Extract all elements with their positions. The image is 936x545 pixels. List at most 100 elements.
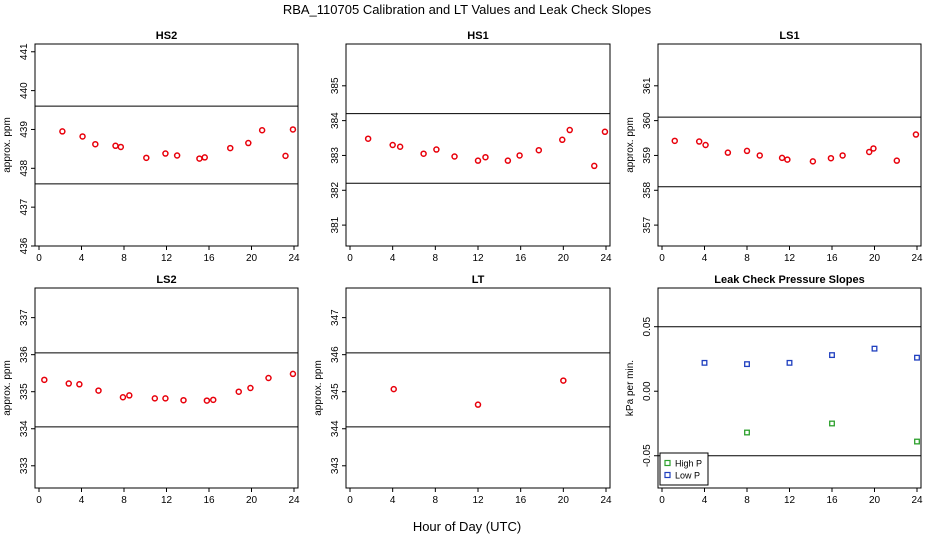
y-tick-label: 343 [330,457,341,474]
data-point [162,150,169,157]
x-tick-label: 24 [911,495,923,506]
data-point [559,136,566,144]
data-point [724,149,732,156]
data-point [203,397,211,404]
legend-label-low-p: Low P [675,471,700,481]
x-tick-label: 8 [744,495,750,506]
y-tick-label: 358 [642,181,653,198]
y-tick-label: 436 [19,237,30,254]
x-tick-label: 12 [161,495,173,506]
data-point [474,401,482,408]
data-point [809,158,817,165]
plot-frame [34,43,299,247]
panel-title: LS1 [779,30,799,42]
data-point [173,152,181,159]
data-point [227,144,234,152]
data-point [560,377,567,384]
x-tick-label: 0 [36,253,42,264]
data-point-low-p [786,359,793,366]
x-tick-label: 0 [347,253,353,264]
data-point [95,387,102,394]
y-tick-label: 441 [19,43,30,60]
panel-hs2: HS2 approx. ppm 0 4 8 12 16 20 24 436 437 438 439 440… [2,30,300,264]
y-tick-label: 359 [642,147,653,164]
data-point [126,392,133,399]
x-tick-label: 16 [826,495,838,506]
x-tick-label: 16 [826,253,838,264]
data-point [893,157,901,164]
x-tick-label: 8 [744,253,750,264]
x-tick-label: 16 [203,253,215,264]
data-point [474,157,482,164]
data-point [702,141,709,149]
data-point [151,395,159,402]
x-tick-label: 0 [36,495,42,506]
legend-marker-high-p [664,459,671,467]
x-tick-label: 12 [784,253,796,264]
y-tick-label: 335 [19,383,30,400]
data-point [210,396,217,404]
data-point-low-p [701,359,708,366]
data-point [117,143,125,151]
y-tick-label: 345 [330,383,341,400]
y-tick-label: 440 [19,82,30,99]
x-tick-label: 16 [515,253,527,264]
y-tick-label: 385 [330,77,341,94]
data-point [265,374,272,382]
y-tick-label: 357 [642,216,653,233]
data-point [870,145,877,152]
data-point [396,143,404,150]
data-point [390,385,397,393]
data-point [258,126,266,134]
x-tick-label: 20 [558,495,570,506]
x-tick-label: 4 [390,495,396,506]
y-tick-label: 439 [19,121,30,138]
data-point [65,380,72,387]
plot-frame [34,287,299,489]
x-tick-label: 4 [702,253,708,264]
y-tick-label: 382 [330,181,341,198]
legend-label-high-p: High P [675,459,702,469]
x-tick-label: 0 [659,253,665,264]
x-tick-label: 8 [121,253,127,264]
y-tick-label: 383 [330,147,341,164]
panel-title: Leak Check Pressure Slopes [714,274,864,286]
data-point [245,139,252,147]
y-tick-label: 333 [19,457,30,474]
plot-frame [345,287,611,489]
data-point [778,154,786,162]
data-point [180,396,187,404]
x-tick-label: 4 [79,495,85,506]
x-tick-label: 0 [659,495,665,506]
data-point [516,152,523,159]
x-tick-label: 24 [288,253,300,264]
x-tick-label: 24 [600,253,612,264]
data-point [364,135,372,142]
x-tick-label: 20 [558,253,570,264]
data-point [289,126,297,133]
x-tick-label: 4 [79,253,85,264]
data-point [143,154,150,162]
panel-lt: LT approx. ppm 0 4 8 12 16 20 24 343 344 345 346 347 [313,274,612,506]
data-point [756,152,763,159]
y-axis-label: approx. ppm [625,117,636,173]
data-point [671,137,678,145]
data-point [289,370,297,378]
data-point [865,148,873,156]
data-point [504,157,512,164]
data-point [282,152,289,160]
x-tick-label: 24 [911,253,923,264]
x-tick-label: 8 [433,253,439,264]
y-tick-label: 381 [330,216,341,233]
data-point [41,376,48,384]
data-point [695,138,703,145]
panel-leak-check-pressure-slopes: Leak Check Pressure Slopes kPa per min. 0 4… [625,274,923,506]
data-point-high-p [744,429,750,436]
data-point-high-p [829,420,835,427]
y-tick-label: 334 [19,420,30,437]
y-tick-label: 337 [19,309,30,326]
x-tick-label: 20 [869,253,881,264]
panel-ls2: LS2 approx. ppm 0 4 8 12 16 20 24 333 334 335 336 337 [2,274,300,506]
